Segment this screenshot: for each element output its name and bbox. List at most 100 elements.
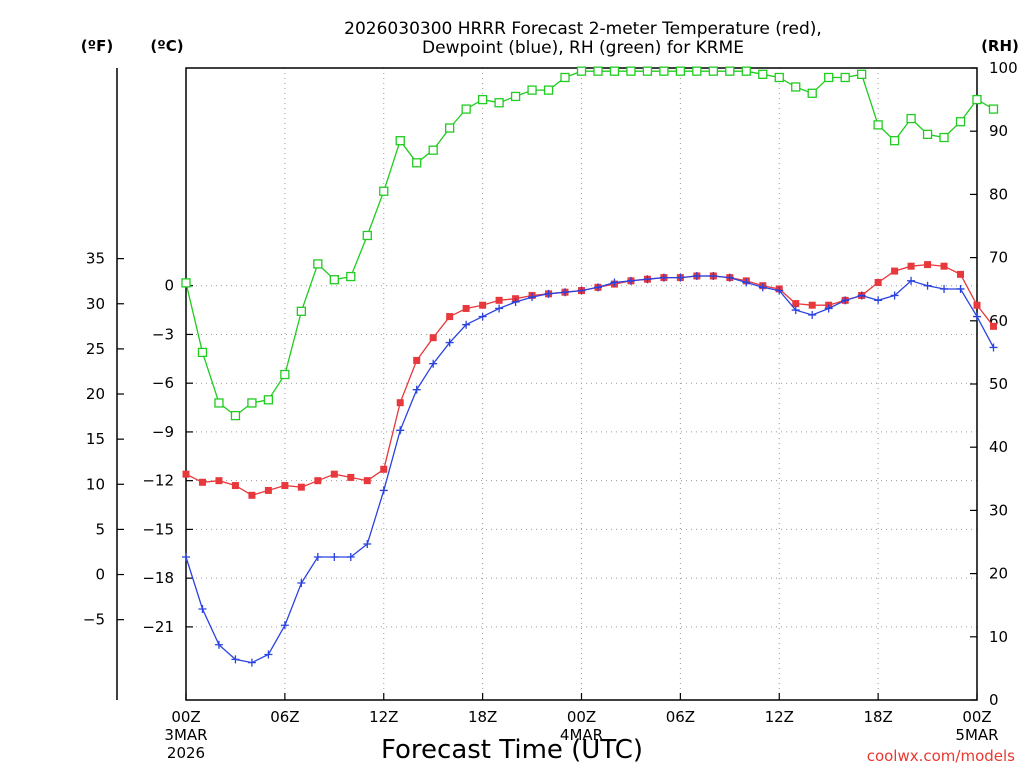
rh-point bbox=[197, 347, 208, 358]
dewpoint-point bbox=[907, 276, 916, 285]
rh-point bbox=[807, 88, 817, 98]
temperature-point bbox=[363, 477, 371, 485]
rh-point bbox=[939, 132, 949, 143]
celsius-tick-label: −18 bbox=[142, 569, 174, 587]
dewpoint-point bbox=[725, 273, 734, 282]
rh-point bbox=[280, 369, 290, 380]
rh-point bbox=[922, 129, 933, 140]
dewpoint-point bbox=[775, 286, 784, 295]
dewpoint-point bbox=[973, 312, 981, 321]
celsius-tick-label: −9 bbox=[152, 423, 174, 441]
celsius-tick-label: −21 bbox=[142, 618, 174, 636]
temperature-point bbox=[198, 478, 206, 486]
dewpoint-point bbox=[940, 284, 949, 293]
fahrenheit-tick-label: 0 bbox=[95, 566, 105, 584]
time-tick-label: 06Z bbox=[270, 708, 299, 726]
temperature-point bbox=[248, 491, 256, 499]
celsius-tick-label: −6 bbox=[152, 374, 174, 392]
time-tick-label: 18Z bbox=[468, 708, 497, 726]
dewpoint-point bbox=[478, 312, 487, 321]
celsius-tick-label: 0 bbox=[164, 277, 174, 295]
rh-point bbox=[494, 98, 504, 108]
dewpoint-point bbox=[247, 658, 256, 667]
temperature-point bbox=[924, 261, 932, 269]
time-tick-label: 00Z bbox=[962, 708, 991, 726]
dewpoint-point bbox=[280, 621, 289, 630]
rh-tick-label: 10 bbox=[989, 628, 1008, 646]
dewpoint-point bbox=[791, 306, 800, 315]
dewpoint-point bbox=[742, 278, 751, 287]
dewpoint-point bbox=[692, 271, 701, 280]
temperature-point bbox=[957, 270, 965, 278]
rh-point bbox=[527, 85, 537, 95]
temperature-point bbox=[989, 322, 997, 330]
time-tick-label: 12Z bbox=[765, 708, 794, 726]
rh-series bbox=[181, 66, 999, 421]
rh-point bbox=[296, 306, 307, 316]
rh-point bbox=[906, 113, 916, 124]
temperature-point bbox=[297, 483, 305, 491]
dewpoint-point bbox=[231, 655, 240, 664]
rh-point bbox=[626, 66, 636, 76]
fahrenheit-tick-label: 25 bbox=[86, 340, 105, 358]
rh-point bbox=[955, 117, 966, 127]
rh-tick-label: 100 bbox=[989, 59, 1018, 77]
temperature-point bbox=[396, 399, 404, 407]
dewpoint-point bbox=[989, 343, 998, 352]
time-tick-label: 00Z bbox=[171, 708, 200, 726]
time-tick-label: 00Z bbox=[567, 708, 596, 726]
dewpoint-point bbox=[528, 293, 537, 302]
rh-tick-label: 0 bbox=[989, 691, 999, 709]
dewpoint-point bbox=[659, 273, 668, 282]
temperature-point bbox=[330, 470, 338, 478]
rh-point bbox=[659, 66, 669, 76]
temperature-point bbox=[874, 278, 882, 286]
dewpoint-point bbox=[890, 291, 899, 300]
dewpoint-point bbox=[346, 553, 355, 562]
dewpoint-point bbox=[182, 553, 190, 562]
dewpoint-point bbox=[313, 553, 322, 562]
dewpoint-point bbox=[956, 284, 965, 293]
rh-point bbox=[774, 72, 784, 83]
time-tick-label: 06Z bbox=[666, 708, 695, 726]
temperature-point bbox=[281, 482, 289, 490]
temperature-point bbox=[446, 313, 454, 321]
rh-point bbox=[725, 66, 735, 76]
rh-tick-label: 50 bbox=[989, 375, 1008, 393]
temperature-point bbox=[973, 301, 981, 309]
temperature-point bbox=[808, 301, 816, 309]
rh-point bbox=[576, 66, 587, 76]
rh-point bbox=[758, 69, 768, 79]
rh-point bbox=[477, 94, 488, 105]
temperature-point bbox=[479, 301, 487, 309]
dewpoint-point bbox=[462, 320, 471, 329]
dewpoint-point bbox=[511, 297, 520, 306]
time-tick-label: 18Z bbox=[863, 708, 892, 726]
credit-text: coolwx.com/models bbox=[867, 747, 1015, 765]
rh-point bbox=[560, 72, 570, 83]
fahrenheit-tick-label: −5 bbox=[83, 611, 105, 629]
fahrenheit-axis-unit: (ºF) bbox=[81, 37, 113, 55]
dewpoint-point bbox=[544, 289, 553, 298]
temperature-point bbox=[264, 486, 272, 494]
dewpoint-point bbox=[379, 486, 388, 495]
fahrenheit-tick-label: 35 bbox=[86, 250, 105, 268]
temperature-point bbox=[314, 477, 322, 485]
temperature-point bbox=[891, 267, 899, 275]
rh-point bbox=[889, 136, 900, 146]
rh-line bbox=[185, 70, 994, 417]
dewpoint-point bbox=[593, 283, 602, 292]
temperature-point bbox=[380, 465, 388, 473]
rh-point bbox=[428, 145, 438, 155]
date-label: 5MAR bbox=[955, 726, 998, 744]
rh-point bbox=[824, 72, 834, 83]
temperature-point bbox=[413, 356, 421, 364]
fahrenheit-tick-label: 5 bbox=[95, 520, 105, 538]
rh-point bbox=[609, 66, 620, 76]
rh-tick-label: 30 bbox=[989, 501, 1008, 519]
temperature-point bbox=[462, 304, 470, 312]
rh-point bbox=[856, 69, 867, 79]
dewpoint-point bbox=[758, 283, 767, 292]
